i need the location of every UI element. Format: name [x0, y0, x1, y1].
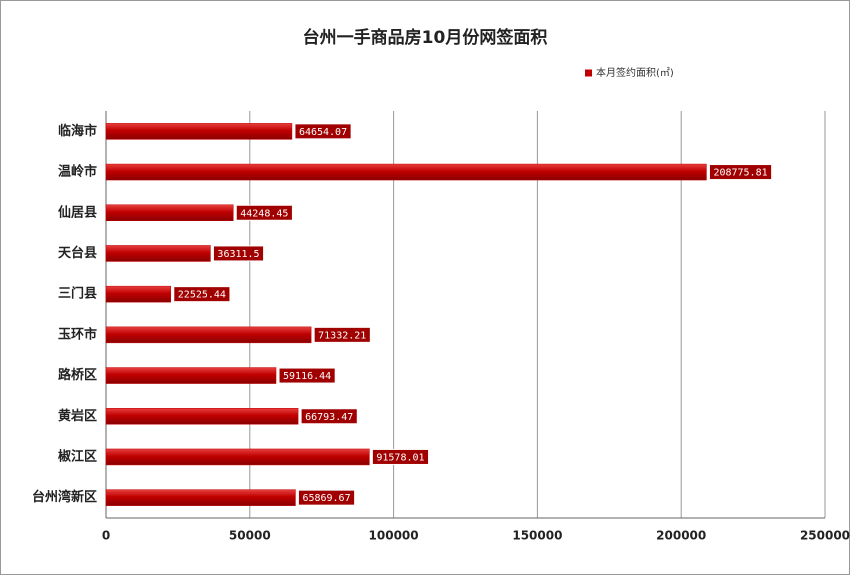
value-label: 71332.21 [318, 330, 366, 341]
bar [105, 245, 211, 262]
y-tick-label: 三门县 [58, 286, 97, 302]
chart-title: 台州一手商品房10月份网签面积 [303, 27, 548, 48]
value-label-box [173, 286, 231, 303]
x-tick-label: 100000 [369, 529, 419, 543]
bar [105, 489, 296, 506]
y-tick-label: 温岭市 [58, 164, 97, 180]
value-label-box [235, 204, 293, 221]
bar [105, 367, 277, 384]
value-label-box [708, 164, 773, 181]
value-label-box [212, 245, 265, 262]
value-label: 59116.44 [283, 371, 331, 382]
y-tick-label: 台州湾新区 [32, 489, 97, 505]
x-tick-label: 50000 [229, 529, 271, 543]
value-label: 64654.07 [299, 127, 347, 138]
value-label: 208775.81 [713, 168, 767, 179]
y-tick-label: 椒江区 [58, 448, 97, 464]
y-tick-label: 玉环市 [58, 326, 97, 342]
value-label-box [297, 489, 356, 506]
y-tick-label: 路桥区 [58, 367, 97, 383]
value-label: 22525.44 [178, 290, 226, 301]
value-label-box [300, 408, 358, 425]
value-label-box [294, 123, 352, 140]
legend-swatch [585, 69, 592, 77]
value-label: 36311.5 [217, 249, 259, 260]
bar [105, 448, 370, 466]
value-label: 44248.45 [240, 208, 288, 219]
bar [105, 326, 312, 344]
value-label: 91578.01 [376, 452, 424, 463]
y-tick-label: 仙居县 [58, 204, 97, 220]
value-label: 65869.67 [302, 493, 350, 504]
x-tick-label: 250000 [800, 529, 850, 543]
y-tick-label: 天台县 [58, 245, 97, 261]
bar [105, 163, 707, 181]
value-label: 66793.47 [305, 412, 353, 423]
bar [105, 204, 234, 221]
x-tick-label: 150000 [512, 529, 562, 543]
x-tick-label: 0 [102, 529, 110, 543]
y-tick-label: 临海市 [58, 123, 97, 139]
value-label-box [371, 448, 430, 465]
y-tick-label: 黄岩区 [58, 408, 97, 424]
x-tick-label: 200000 [656, 529, 706, 543]
bar [105, 123, 293, 140]
value-label-box [313, 326, 371, 343]
bar [105, 408, 299, 425]
value-label-box [278, 367, 336, 384]
bar [105, 285, 172, 303]
legend-label: 本月签约面积(㎡) [596, 66, 674, 79]
